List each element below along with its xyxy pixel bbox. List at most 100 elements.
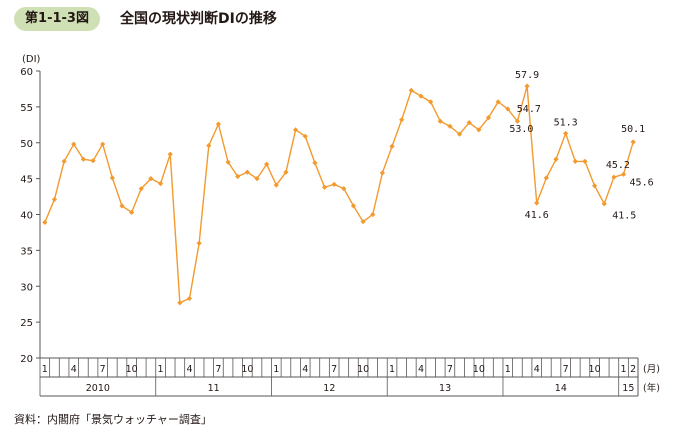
data-label: 54.7 — [517, 104, 541, 115]
data-point-marker — [283, 169, 289, 175]
data-point-marker — [196, 240, 202, 246]
x-month-label: 1 — [273, 364, 279, 375]
data-point-marker — [630, 139, 636, 145]
data-point-marker — [225, 159, 231, 165]
data-point-marker — [495, 99, 501, 105]
data-point-marker — [129, 209, 135, 215]
data-point-marker — [563, 130, 569, 137]
x-year-unit-label: (年) — [643, 382, 660, 394]
data-point-marker — [331, 181, 337, 187]
x-year-label: 12 — [323, 383, 335, 394]
x-month-label: 7 — [215, 364, 221, 375]
x-month-label: 7 — [563, 364, 569, 375]
data-labels-layer: 54.7 53.0 57.9 41.6 51.3 41.5 45.245.6 50.1 — [509, 70, 653, 222]
y-tick-label: 30 — [20, 282, 33, 293]
x-year-label: 11 — [208, 383, 220, 394]
data-point-marker — [157, 181, 164, 187]
x-month-label: 7 — [447, 364, 453, 375]
x-month-label: 10 — [357, 364, 369, 375]
data-point-marker — [611, 174, 617, 180]
x-year-label: 14 — [555, 383, 567, 394]
data-point-marker — [264, 161, 270, 167]
data-point-marker — [505, 106, 511, 112]
x-year-label: 2010 — [86, 383, 110, 394]
data-label: 45.2 — [606, 160, 630, 171]
data-point-marker — [119, 203, 125, 209]
data-label: 45.6 — [630, 177, 654, 188]
data-label: 53.0 — [509, 124, 533, 135]
data-point-marker — [524, 83, 530, 89]
x-month-label: 7 — [331, 364, 337, 375]
x-month-label: 1 — [158, 364, 164, 375]
data-point-marker — [456, 131, 463, 137]
data-point-marker — [177, 300, 183, 306]
y-tick-label: 60 — [20, 67, 33, 78]
data-point-marker — [476, 127, 482, 133]
data-point-marker — [582, 158, 588, 165]
data-point-marker — [61, 158, 67, 165]
data-point-marker — [80, 156, 87, 162]
source-note: 資料：内閣府「景気ウォッチャー調査」 — [14, 413, 212, 426]
x-month-label: 1 — [505, 364, 511, 375]
data-label: 50.1 — [621, 124, 645, 135]
data-label: 41.5 — [612, 211, 636, 222]
series-layer — [42, 83, 636, 306]
data-point-marker — [244, 169, 250, 175]
y-tick-label: 55 — [20, 103, 33, 114]
y-tick-label: 20 — [20, 354, 33, 365]
data-point-marker — [572, 158, 578, 165]
data-point-marker — [591, 183, 598, 189]
x-year-label: 15 — [622, 383, 634, 394]
x-month-label: 7 — [100, 364, 106, 375]
data-point-marker — [389, 143, 395, 149]
data-point-marker — [138, 186, 144, 192]
y-tick-label: 40 — [20, 211, 33, 222]
data-point-marker — [553, 156, 559, 162]
data-point-marker — [408, 87, 414, 93]
x-month-label: 4 — [186, 364, 192, 375]
data-point-marker — [447, 123, 453, 129]
data-point-marker — [148, 176, 154, 182]
x-month-label: 4 — [71, 364, 77, 375]
data-point-marker — [273, 182, 279, 188]
data-point-marker — [601, 201, 607, 207]
data-point-marker — [312, 160, 318, 166]
y-tick-label: 45 — [20, 175, 33, 186]
data-point-marker — [379, 170, 386, 176]
data-point-marker — [235, 173, 241, 180]
figure-number-badge: 第1-1-3図 — [14, 7, 100, 31]
x-month-label: 2 — [630, 364, 636, 375]
data-point-marker — [206, 143, 212, 149]
x-month-label: 1 — [621, 364, 627, 375]
data-label: 51.3 — [554, 117, 578, 128]
data-point-marker — [428, 99, 434, 105]
y-tick-label: 50 — [20, 139, 33, 150]
data-point-marker — [466, 120, 472, 126]
data-point-marker — [302, 133, 308, 139]
data-point-marker — [100, 141, 106, 147]
data-label: 57.9 — [515, 70, 539, 81]
data-point-marker — [186, 295, 193, 302]
data-point-marker — [360, 219, 366, 225]
x-month-label: 1 — [42, 364, 48, 375]
x-month-label: 10 — [126, 364, 138, 375]
x-month-label: 10 — [241, 364, 253, 375]
data-point-marker — [321, 184, 328, 190]
data-point-marker — [90, 158, 96, 164]
data-point-marker — [71, 141, 77, 147]
x-year-label: 13 — [439, 383, 451, 394]
x-month-label: 10 — [473, 364, 485, 375]
data-point-marker — [418, 93, 424, 99]
data-point-marker — [292, 127, 299, 133]
data-point-marker — [534, 200, 540, 206]
x-month-label: 1 — [389, 364, 395, 375]
data-point-marker — [543, 175, 549, 181]
y-tick-label: 35 — [20, 246, 33, 257]
data-point-marker — [109, 175, 115, 181]
data-point-marker — [620, 171, 627, 177]
data-label: 41.6 — [525, 210, 549, 221]
data-point-marker — [254, 176, 260, 182]
data-point-marker — [42, 219, 48, 225]
